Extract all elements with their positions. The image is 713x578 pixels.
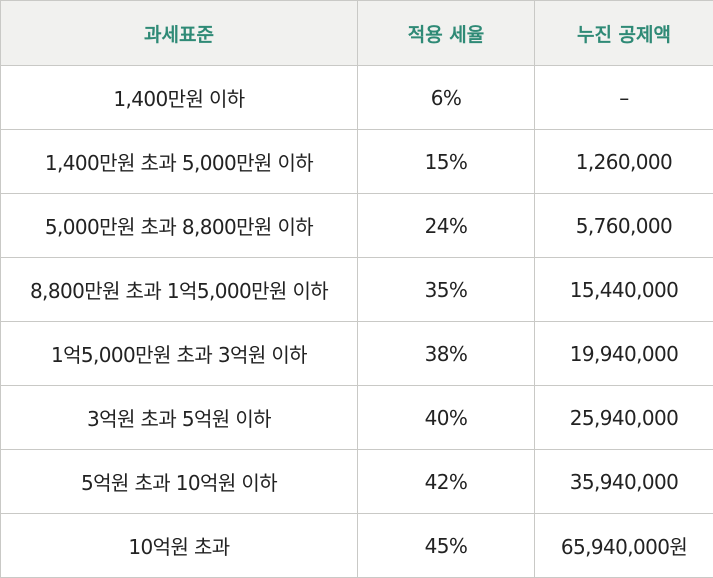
- table-row: 10억원 초과 45% 65,940,000원: [1, 514, 713, 578]
- header-progressive-deduction: 누진 공제액: [535, 1, 713, 66]
- header-tax-rate: 적용 세율: [358, 1, 535, 66]
- cell-deduction: 5,760,000: [535, 194, 713, 258]
- cell-tax-rate: 42%: [358, 450, 535, 514]
- cell-deduction: 19,940,000: [535, 322, 713, 386]
- cell-tax-rate: 15%: [358, 130, 535, 194]
- table-header: 과세표준 적용 세율 누진 공제액: [1, 1, 713, 66]
- cell-deduction: 65,940,000원: [535, 514, 713, 578]
- cell-deduction: 25,940,000: [535, 386, 713, 450]
- cell-tax-base: 5,000만원 초과 8,800만원 이하: [1, 194, 358, 258]
- table-row: 3억원 초과 5억원 이하 40% 25,940,000: [1, 386, 713, 450]
- table-row: 5억원 초과 10억원 이하 42% 35,940,000: [1, 450, 713, 514]
- table-body: 1,400만원 이하 6% – 1,400만원 초과 5,000만원 이하 15…: [1, 66, 713, 578]
- table-row: 1억5,000만원 초과 3억원 이하 38% 19,940,000: [1, 322, 713, 386]
- header-tax-base: 과세표준: [1, 1, 358, 66]
- cell-tax-base: 10억원 초과: [1, 514, 358, 578]
- cell-tax-rate: 40%: [358, 386, 535, 450]
- table-row: 8,800만원 초과 1억5,000만원 이하 35% 15,440,000: [1, 258, 713, 322]
- cell-tax-base: 1,400만원 초과 5,000만원 이하: [1, 130, 358, 194]
- cell-tax-rate: 38%: [358, 322, 535, 386]
- cell-deduction: 15,440,000: [535, 258, 713, 322]
- table-row: 1,400만원 이하 6% –: [1, 66, 713, 130]
- cell-tax-rate: 35%: [358, 258, 535, 322]
- cell-tax-base: 5억원 초과 10억원 이하: [1, 450, 358, 514]
- table-row: 1,400만원 초과 5,000만원 이하 15% 1,260,000: [1, 130, 713, 194]
- table-row: 5,000만원 초과 8,800만원 이하 24% 5,760,000: [1, 194, 713, 258]
- cell-tax-rate: 6%: [358, 66, 535, 130]
- cell-deduction: 35,940,000: [535, 450, 713, 514]
- cell-tax-base: 1억5,000만원 초과 3억원 이하: [1, 322, 358, 386]
- cell-tax-base: 1,400만원 이하: [1, 66, 358, 130]
- cell-tax-base: 8,800만원 초과 1억5,000만원 이하: [1, 258, 358, 322]
- cell-tax-rate: 45%: [358, 514, 535, 578]
- cell-tax-rate: 24%: [358, 194, 535, 258]
- header-row: 과세표준 적용 세율 누진 공제액: [1, 1, 713, 66]
- cell-deduction: –: [535, 66, 713, 130]
- cell-deduction: 1,260,000: [535, 130, 713, 194]
- cell-tax-base: 3억원 초과 5억원 이하: [1, 386, 358, 450]
